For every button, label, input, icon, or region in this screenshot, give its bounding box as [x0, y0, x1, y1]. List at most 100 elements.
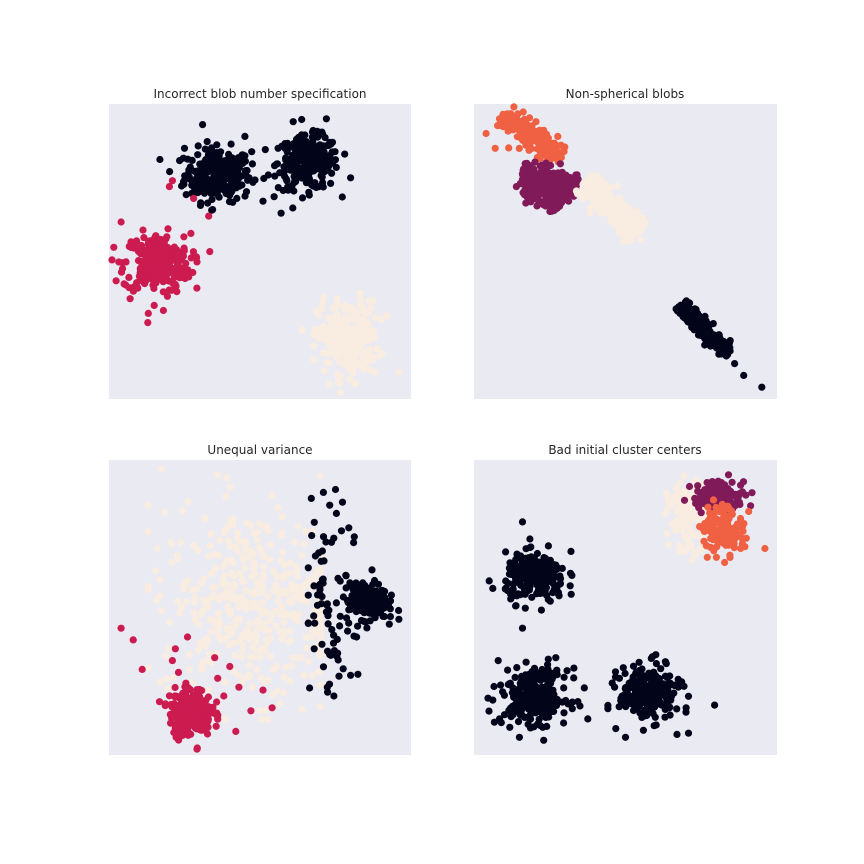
scatter-point: [211, 564, 220, 572]
scatter-point: [540, 554, 548, 562]
points-layer: [108, 115, 403, 397]
scatter-point: [652, 660, 660, 668]
scatter-point: [249, 643, 257, 652]
scatter-point: [177, 700, 185, 708]
scatter-point: [652, 651, 660, 659]
scatter-point: [358, 349, 366, 357]
scatter-point: [202, 657, 210, 665]
scatter-point: [159, 288, 167, 296]
scatter-point: [533, 202, 541, 210]
scatter-point: [193, 254, 201, 262]
scatter-point: [504, 680, 512, 689]
scatter-point: [555, 592, 563, 600]
scatter-point: [542, 584, 550, 592]
scatter-point: [362, 601, 370, 609]
scatter-point: [250, 560, 258, 568]
scatter-point: [509, 562, 517, 570]
scatter-point: [189, 177, 197, 185]
scatter-point: [554, 132, 562, 140]
scatter-point: [515, 688, 523, 696]
scatter-point: [311, 552, 319, 560]
scatter-point: [691, 494, 699, 502]
scatter-point: [318, 305, 326, 313]
scatter-point: [494, 657, 502, 665]
scatter-point: [560, 709, 568, 717]
scatter-point: [176, 731, 185, 740]
points-layer: [482, 103, 766, 391]
scatter-point: [199, 183, 207, 191]
scatter-point: [254, 536, 262, 544]
scatter-point: [681, 308, 689, 316]
scatter-point: [316, 631, 324, 639]
scatter-point: [377, 315, 385, 323]
scatter-point: [670, 681, 678, 690]
scatter-point: [395, 368, 403, 376]
scatter-point: [298, 326, 306, 334]
scatter-point: [526, 543, 534, 552]
scatter-point: [338, 498, 347, 506]
scatter-point: [485, 577, 493, 585]
scatter-point: [576, 702, 584, 710]
scatter-point: [237, 653, 245, 661]
scatter-point: [272, 622, 280, 630]
scatter-point: [657, 691, 665, 699]
scatter-point: [345, 524, 353, 532]
scatter-point: [386, 613, 394, 621]
scatter-point: [261, 146, 269, 154]
scatter-point: [619, 664, 627, 672]
scatter-point: [162, 652, 170, 660]
scatter-point: [338, 193, 346, 201]
scatter-point: [620, 229, 628, 237]
scatter-point: [370, 576, 379, 585]
scatter-point: [573, 171, 581, 179]
scatter-point: [108, 256, 116, 264]
scatter-point: [194, 151, 202, 159]
scatter-point: [268, 491, 276, 499]
scatter-point: [182, 191, 190, 199]
scatter-point: [718, 348, 726, 356]
scatter-point: [673, 730, 681, 738]
scatter-point: [509, 711, 517, 719]
scatter-point: [497, 681, 505, 689]
scatter-point: [198, 663, 206, 671]
scatter-point: [325, 606, 333, 614]
scatter-point: [298, 194, 307, 202]
scatter-point: [241, 157, 249, 165]
scatter-point: [537, 561, 545, 569]
scatter-point: [204, 703, 213, 711]
scatter-point: [319, 149, 327, 157]
scatter-point: [153, 544, 161, 553]
scatter-point: [323, 359, 331, 367]
scatter-point: [326, 151, 334, 159]
scatter-point: [490, 718, 498, 726]
scatter-point: [323, 600, 331, 608]
scatter-point: [616, 205, 624, 213]
scatter-point: [294, 522, 302, 530]
scatter-point: [541, 198, 549, 206]
scatter-point: [161, 702, 169, 710]
scatter-point: [243, 599, 251, 607]
scatter-point: [248, 573, 256, 581]
scatter-point: [230, 651, 239, 659]
scatter-point: [150, 301, 158, 309]
scatter-point: [635, 658, 643, 666]
scatter-point: [317, 600, 326, 608]
scatter-point: [303, 644, 311, 652]
scatter-point: [267, 653, 275, 661]
scatter-point: [280, 561, 288, 569]
scatter-point: [202, 156, 210, 164]
scatter-point: [369, 297, 377, 305]
scatter-point: [525, 571, 533, 579]
scatter-point: [502, 577, 510, 585]
scatter-point: [344, 352, 352, 360]
scatter-point: [361, 581, 369, 590]
scatter-point: [302, 633, 310, 641]
scatter-point: [206, 248, 214, 256]
scatter-point: [148, 249, 156, 257]
scatter-point: [258, 588, 266, 596]
scatter-point: [261, 707, 269, 715]
scatter-point: [322, 538, 330, 546]
scatter-point: [234, 671, 242, 679]
scatter-point: [163, 233, 171, 241]
scatter-point: [181, 176, 189, 184]
